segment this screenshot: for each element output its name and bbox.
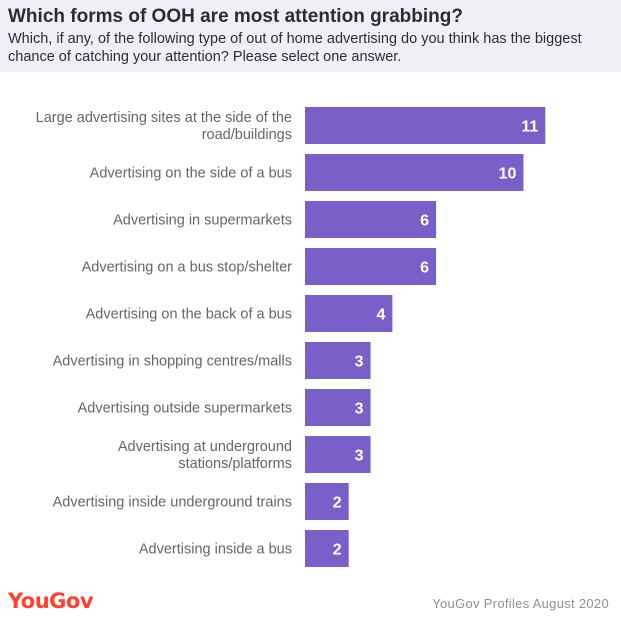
yougov-logo: YouGov: [8, 589, 94, 613]
chart-title: Which forms of OOH are most attention gr…: [8, 6, 463, 27]
bar-8: [305, 436, 371, 473]
bar-value-label: 6: [420, 213, 429, 230]
bar-chart: 11 Large advertising sites at the side of…: [36, 107, 546, 567]
bar-value-label: 10: [499, 166, 517, 183]
category-label: stations/platforms: [178, 456, 292, 472]
bar-5: [305, 295, 393, 332]
category-label: Advertising on the back of a bus: [86, 307, 292, 323]
bar-4: [305, 248, 437, 285]
category-label: Advertising on a bus stop/shelter: [82, 260, 293, 276]
bar-value-label: 6: [420, 260, 429, 277]
bar-1: [305, 107, 546, 144]
bar-value-label: 3: [355, 401, 364, 418]
category-label: Large advertising sites at the side of t…: [36, 110, 292, 126]
bar-9: [305, 483, 349, 520]
category-label: Advertising on the side of a bus: [90, 166, 292, 182]
category-label: Advertising at underground: [118, 439, 292, 455]
bar-value-label: 11: [521, 119, 538, 136]
bar-6: [305, 342, 371, 379]
category-label: Advertising inside a bus: [139, 542, 292, 558]
chart-subtitle: Which, if any, of the following type of …: [8, 31, 582, 65]
bar-3: [305, 201, 437, 238]
category-label: Advertising in supermarkets: [113, 213, 292, 229]
title-band: [0, 0, 621, 72]
category-label: road/buildings: [202, 127, 292, 143]
category-label: Advertising outside supermarkets: [78, 401, 292, 417]
bar-10: [305, 530, 349, 567]
bar-value-label: 4: [376, 307, 385, 324]
category-label: Advertising inside underground trains: [53, 495, 292, 511]
bar-value-label: 3: [355, 354, 364, 371]
bar-value-label: 3: [355, 448, 364, 465]
bar-value-label: 2: [333, 495, 342, 512]
bar-value-label: 2: [333, 542, 342, 559]
category-label: Advertising in shopping centres/malls: [53, 354, 292, 370]
source-note: YouGov Profiles August 2020: [432, 596, 609, 611]
bar-7: [305, 389, 371, 426]
bar-2: [305, 154, 524, 191]
